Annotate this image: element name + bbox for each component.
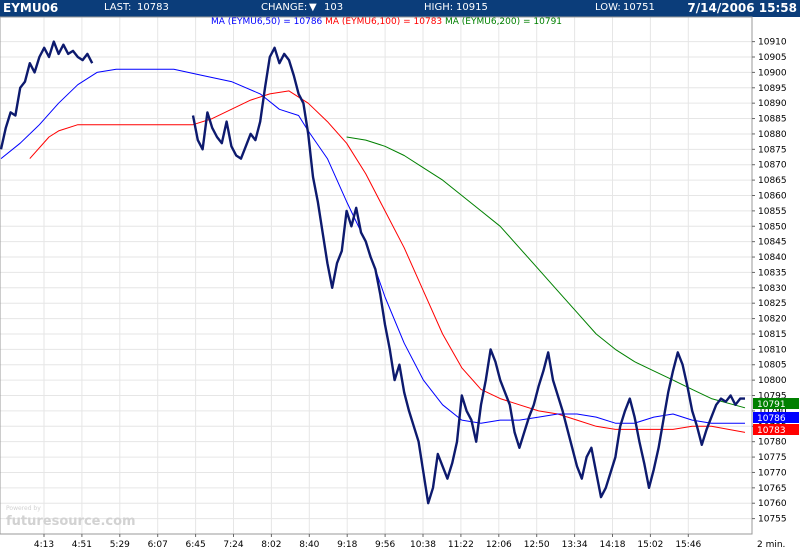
y-tick-label: 10815 [758,330,787,340]
x-tick-label: 7:24 [223,540,243,550]
series-line [346,136,746,409]
y-tick-label: 10755 [758,515,787,525]
x-tick-label: 12:06 [486,540,512,550]
y-tick-label: 10765 [758,484,787,494]
x-tick-label: 15:02 [637,540,663,550]
y-tick-label: 10905 [758,53,787,63]
x-tick-label: 10:38 [410,540,436,550]
series-line [191,46,745,505]
legend-entry: MA (EYMU6,200) = 10791 [442,17,562,27]
y-tick-label: 10880 [758,130,787,140]
watermark-prefix: Powered by [6,505,41,512]
y-tick-label: 10885 [758,115,787,125]
x-tick-label: 14:18 [600,540,626,550]
y-tick-label: 10900 [758,68,787,78]
y-tick-label: 10840 [758,253,787,263]
value-tag [753,424,799,435]
ma-legend: MA (EYMU6,50) = 10786 MA (EYMU6,100) = 1… [211,17,562,27]
value-tag [753,412,799,423]
x-tick-label: 9:18 [337,540,357,550]
quote-header: EYMU06 LAST: 10783 CHANGE: ▼ 103 HIGH: 1… [0,0,800,17]
x-tick-label: 5:29 [110,540,130,550]
x-tick-label: 8:40 [299,540,319,550]
y-tick-label: 10810 [758,345,787,355]
y-tick-label: 10820 [758,315,787,325]
price-axis: 1075510760107651077010775107801078510790… [752,38,787,525]
change-value: 103 [324,2,344,13]
low-value: 10751 [623,2,655,13]
y-tick-label: 10835 [758,268,787,278]
legend-entry: MA (EYMU6,50) = 10786 [211,17,323,27]
symbol-label: EYMU06 [3,1,59,15]
x-tick-label: 13:34 [562,540,588,550]
y-tick-label: 10770 [758,468,787,478]
x-tick-label: 4:51 [72,540,92,550]
datetime-label: 7/14/2006 15:58 [687,1,797,15]
x-tick-label: 6:45 [185,540,205,550]
x-tick-label: 8:02 [261,540,281,550]
x-tick-label: 9:56 [375,540,395,550]
y-tick-label: 10845 [758,238,787,248]
value-tag [753,398,799,409]
watermark-logo: Powered by futuresource.com [6,505,136,529]
y-tick-label: 10895 [758,84,787,94]
series-line [0,68,745,424]
y-tick-label: 10775 [758,453,787,463]
change-label: CHANGE: [261,2,308,13]
y-tick-label: 10875 [758,145,787,155]
y-tick-label: 10800 [758,376,787,386]
y-tick-label: 10795 [758,392,787,402]
high-label: HIGH: [424,2,454,13]
x-tick-label: 4:13 [34,540,54,550]
x-tick-label: 15:46 [675,540,701,550]
low-label: LOW: [595,2,621,13]
down-arrow-icon: ▼ [309,2,317,13]
value-tag-label: 10786 [757,414,786,424]
x-tick-label: 12:50 [524,540,550,550]
series-line [29,90,746,433]
y-tick-label: 10830 [758,284,787,294]
plot-frame [0,16,753,535]
y-tick-label: 10760 [758,499,787,509]
last-label: LAST: [104,2,132,13]
series-line [0,40,94,150]
x-tick-label: 11:22 [448,540,474,550]
y-tick-label: 10780 [758,438,787,448]
y-tick-label: 10865 [758,176,787,186]
legend-entry: MA (EYMU6,100) = 10783 [322,17,442,27]
interval-label: 2 min. [757,540,785,550]
value-tag-label: 10783 [757,426,786,436]
high-value: 10915 [456,2,488,13]
y-tick-label: 10850 [758,222,787,232]
series-lines [0,40,746,505]
value-tag-label: 10791 [757,400,786,410]
watermark-brand: futuresource.com [6,514,136,529]
y-tick-label: 10910 [758,38,787,48]
last-value: 10783 [137,2,169,13]
value-tags: 10791 10786 10783 [753,398,799,436]
x-tick-label: 6:07 [148,540,168,550]
y-tick-label: 10890 [758,99,787,109]
y-tick-label: 10855 [758,207,787,217]
y-tick-label: 10790 [758,407,787,417]
y-tick-label: 10805 [758,361,787,371]
y-tick-label: 10870 [758,161,787,171]
time-axis: 4:13 4:51 5:29 6:07 6:45 7:24 8:02 8:40 9:18 9:56… [34,534,785,550]
y-tick-label: 10825 [758,299,787,309]
y-tick-label: 10860 [758,191,787,201]
